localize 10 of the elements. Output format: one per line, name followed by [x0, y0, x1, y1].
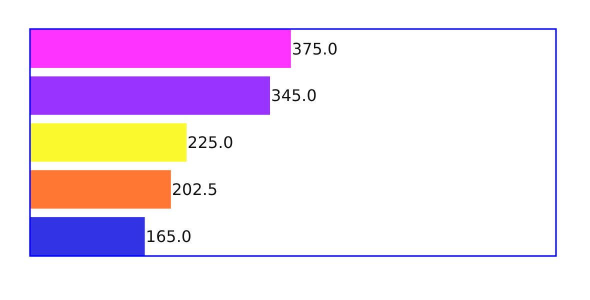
- data-label: 375.0: [292, 39, 338, 58]
- bar: [30, 217, 145, 256]
- data-label: 202.5: [172, 180, 218, 199]
- bar: [30, 170, 171, 209]
- bar: [30, 29, 291, 68]
- data-label: 225.0: [188, 133, 234, 152]
- bar: [30, 76, 270, 115]
- bar: [30, 123, 187, 162]
- data-label: 165.0: [146, 226, 192, 246]
- data-label: 345.0: [271, 86, 317, 106]
